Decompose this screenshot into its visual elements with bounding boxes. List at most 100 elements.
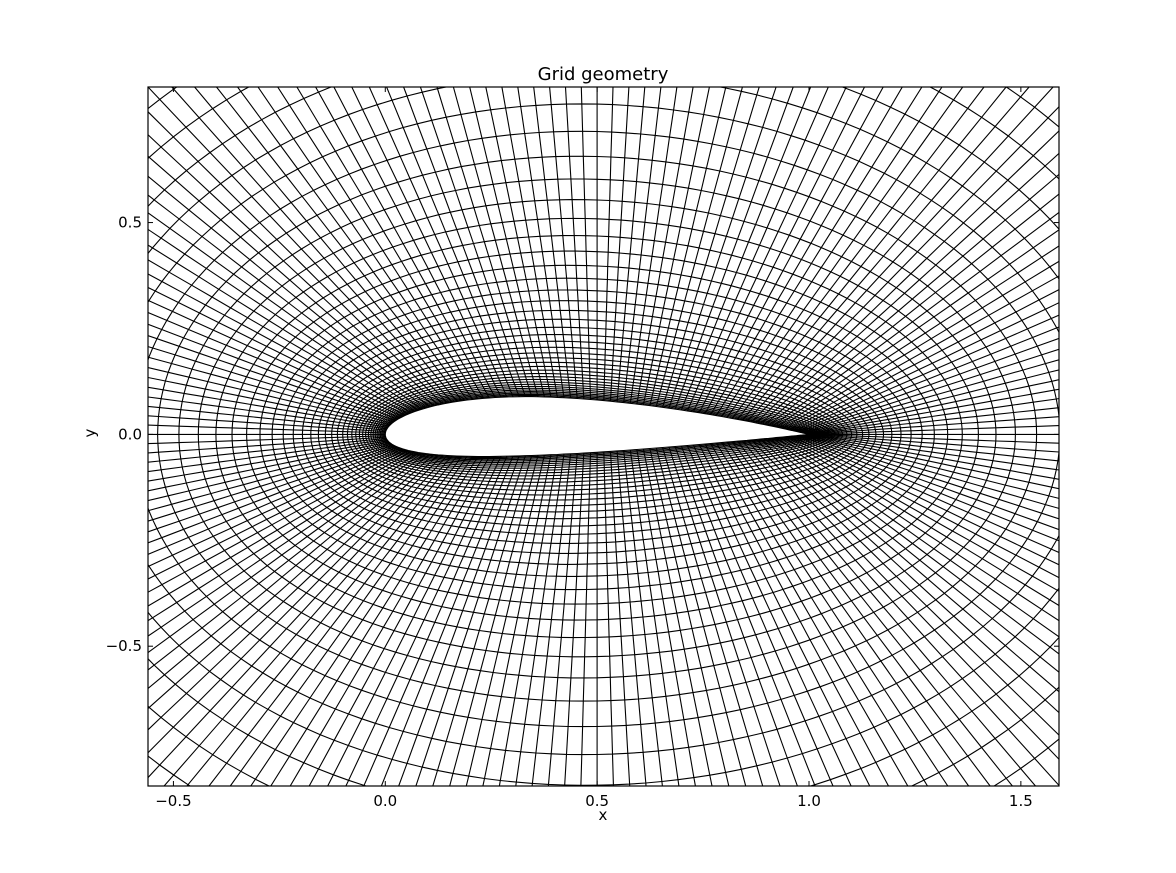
mesh-radial-line xyxy=(148,134,439,406)
mesh-radial-line xyxy=(515,454,565,786)
mesh-radial-line xyxy=(148,454,439,731)
mesh-radial-line xyxy=(148,299,403,418)
mesh-radial-line xyxy=(148,450,412,607)
mesh-radial-line xyxy=(148,323,399,420)
mesh-radial-line xyxy=(798,337,1059,433)
mesh-radial-line xyxy=(802,359,1059,434)
x-tick-label: −0.5 xyxy=(155,792,191,810)
mesh-radial-line xyxy=(171,87,453,403)
mesh-radial-line xyxy=(642,87,710,405)
mesh-radial-line xyxy=(315,87,490,399)
mesh-radial-line xyxy=(800,434,1059,520)
mesh xyxy=(148,87,1059,786)
mesh-ring-line xyxy=(148,130,1059,728)
mesh-radial-line xyxy=(764,438,1059,693)
mesh-radial-line xyxy=(764,173,1059,426)
mesh-radial-line xyxy=(680,87,812,411)
mesh-radial-line xyxy=(603,451,614,786)
mesh-radial-line xyxy=(452,87,539,397)
mesh-radial-line xyxy=(465,454,546,786)
mesh-radial-line xyxy=(662,447,764,786)
mesh-radial-line xyxy=(609,451,631,786)
plot-frame xyxy=(147,86,1060,787)
mesh-radial-line xyxy=(148,455,448,778)
mesh-radial-line xyxy=(148,396,388,430)
mesh-radial-line xyxy=(779,245,1059,429)
mesh-radial-line xyxy=(803,369,1059,434)
mesh-radial-line xyxy=(148,175,431,408)
mesh-radial-line xyxy=(629,87,678,404)
mesh-radial-line xyxy=(533,87,572,399)
mesh-radial-line xyxy=(289,456,485,786)
mesh-radial-line xyxy=(148,453,431,689)
y-tick-label: 0.5 xyxy=(118,214,142,232)
mesh-radial-line xyxy=(415,455,526,786)
mesh-radial-line xyxy=(710,87,903,415)
mesh-radial-line xyxy=(432,455,533,786)
mesh-radial-line xyxy=(710,443,909,786)
mesh-radial-line xyxy=(564,87,585,399)
mesh-radial-line xyxy=(655,447,747,786)
mesh-radial-line xyxy=(731,87,985,419)
mesh-radial-line xyxy=(791,302,1059,431)
mesh-radial-line xyxy=(345,456,502,786)
mesh-radial-line xyxy=(270,456,479,786)
mesh-radial-line xyxy=(380,455,514,786)
mesh-radial-line xyxy=(485,87,552,398)
chart-title: Grid geometry xyxy=(538,64,669,85)
mesh-radial-line xyxy=(668,446,781,786)
mesh-radial-line xyxy=(721,87,943,417)
mesh-radial-line xyxy=(148,335,396,422)
mesh-radial-line xyxy=(148,440,388,482)
mesh-radial-line xyxy=(564,453,585,786)
mesh-radial-line xyxy=(755,130,1059,424)
mesh-radial-line xyxy=(148,442,391,502)
mesh-radial-line xyxy=(686,87,829,412)
mesh-radial-line xyxy=(363,456,508,786)
mesh-radial-line xyxy=(623,450,663,786)
mesh-radial-line xyxy=(609,87,630,402)
mesh-radial-line xyxy=(482,454,552,786)
mesh-radial-line xyxy=(768,193,1059,426)
x-tick-label: 0.5 xyxy=(585,792,609,810)
mesh-radial-line xyxy=(148,228,419,411)
mesh-radial-line xyxy=(642,448,713,786)
mesh-radial-line xyxy=(148,448,403,568)
mesh-radial-line xyxy=(148,424,386,434)
mesh-ring-line xyxy=(148,87,1059,786)
mesh-radial-line xyxy=(686,445,834,786)
mesh-radial-line xyxy=(785,275,1059,430)
mesh-radial-line xyxy=(436,87,533,397)
mesh-radial-line xyxy=(148,435,386,445)
mesh-radial-line xyxy=(186,455,458,786)
mesh-radial-line xyxy=(805,434,1059,490)
mesh-radial-line xyxy=(517,87,565,398)
mesh-radial-line xyxy=(208,455,463,786)
mesh-radial-line xyxy=(692,444,852,786)
mesh-radial-line xyxy=(715,442,928,786)
mesh-radial-line xyxy=(779,436,1059,622)
mesh-radial-line xyxy=(237,87,468,401)
mesh-radial-line xyxy=(704,87,884,414)
mesh-radial-line xyxy=(704,443,889,786)
mesh-radial-line xyxy=(715,87,923,416)
mesh-radial-line xyxy=(148,441,390,492)
mesh-radial-line xyxy=(148,452,423,653)
mesh-radial-line xyxy=(580,452,592,786)
mesh-radial-line xyxy=(636,87,694,405)
mesh-radial-line xyxy=(148,366,391,426)
mesh-radial-line xyxy=(808,433,1059,444)
mesh-radial-line xyxy=(333,87,496,398)
mesh-radial-line xyxy=(148,259,412,414)
mesh-radial-line xyxy=(649,87,727,406)
mesh-radial-line xyxy=(802,434,1059,509)
mesh-radial-line xyxy=(726,87,964,418)
mesh-radial-line xyxy=(148,446,399,544)
mesh-radial-line xyxy=(791,435,1059,566)
mesh-radial-line xyxy=(698,444,871,786)
mesh-radial-line xyxy=(698,87,865,413)
mesh-radial-line xyxy=(807,398,1059,435)
mesh-radial-line xyxy=(580,87,592,400)
mesh-radial-line xyxy=(498,454,558,786)
mesh-radial-line xyxy=(741,440,1036,786)
